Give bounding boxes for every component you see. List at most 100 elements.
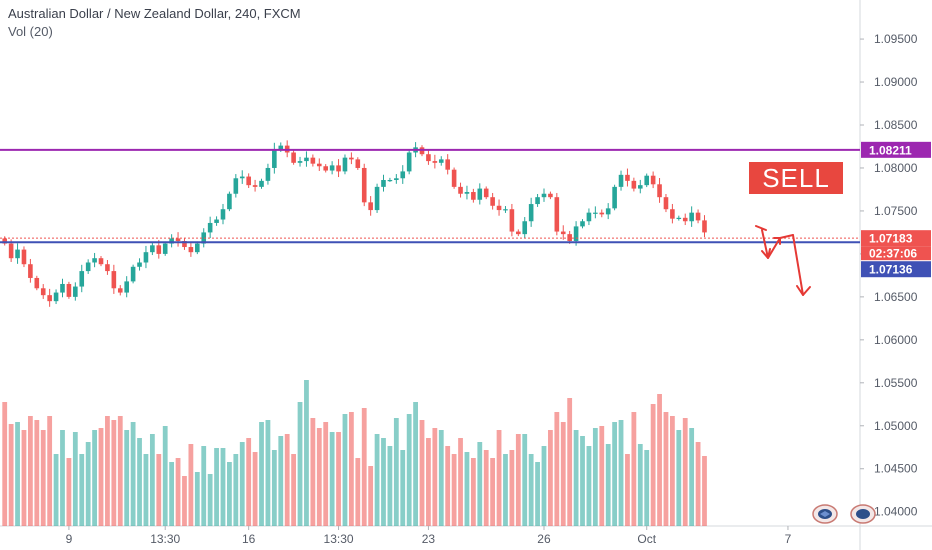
projection-arrows (755, 225, 811, 296)
symbol-title: Australian Dollar / New Zealand Dollar, … (8, 6, 301, 21)
candle-body (143, 252, 149, 263)
candle-body (368, 202, 373, 211)
candle-body (117, 288, 123, 293)
volume-bar (85, 442, 91, 526)
volume-bar (445, 446, 451, 526)
candle-body (432, 161, 438, 163)
volume-bar (15, 422, 20, 526)
scroll-forward-icon[interactable] (850, 504, 876, 524)
candle-body (130, 266, 136, 282)
candle-body (400, 171, 406, 179)
volume-bar (304, 380, 309, 526)
candle-body (471, 192, 476, 200)
volume-bar (637, 444, 643, 526)
candle-body (387, 179, 393, 182)
candle-body (381, 179, 386, 187)
candle-body (637, 185, 643, 189)
sell-annotation: SELL (749, 162, 843, 194)
candle-body (490, 197, 495, 206)
y-tick-label: 1.07500 (874, 204, 918, 218)
candle-series (2, 140, 707, 307)
candle-body (644, 175, 650, 186)
volume-bar (271, 450, 277, 526)
volume-bar (162, 426, 168, 526)
volume-bar (458, 438, 463, 526)
volume-bar (682, 418, 688, 526)
volume-bar (40, 430, 46, 526)
volume-bar (663, 412, 669, 526)
volume-bar (406, 414, 412, 526)
volume-bar (413, 402, 418, 526)
volume-bar (149, 434, 155, 526)
volume-bar (194, 472, 200, 526)
candle-body (676, 217, 682, 220)
candle-body (516, 231, 521, 235)
candle-body (265, 167, 271, 181)
volume-bar (323, 422, 329, 526)
bar-countdown-label: 02:37:06 (869, 247, 917, 261)
candle-body (682, 217, 688, 222)
y-tick-label: 1.05000 (874, 419, 918, 433)
candle-body (689, 212, 694, 222)
candle-body (252, 185, 258, 187)
volume-bar (175, 458, 181, 526)
candle-body (458, 186, 463, 194)
candle-body (426, 154, 431, 162)
volume-bar (535, 462, 540, 526)
candle-body (612, 186, 617, 209)
volume-bar (201, 446, 207, 526)
volume-bar (400, 450, 406, 526)
candle-body (586, 212, 592, 222)
volume-bar (618, 420, 624, 526)
volume-bar (548, 430, 553, 526)
support-price-label-bg (861, 261, 931, 278)
y-tick-label: 1.09000 (874, 75, 918, 89)
volume-bar (522, 434, 528, 526)
volume-bar (188, 444, 194, 526)
candle-body (137, 262, 142, 267)
candle-body (53, 292, 59, 302)
volume-bar (53, 454, 59, 526)
candle-body (329, 165, 335, 171)
candle-body (483, 188, 489, 198)
volume-bar (695, 442, 701, 526)
volume-bar (143, 454, 149, 526)
volume-bar (541, 446, 547, 526)
volume-bar (464, 452, 470, 526)
x-tick-label: Oct (637, 532, 656, 546)
candle-body (310, 157, 316, 164)
candle-body (477, 188, 483, 200)
candle-body (509, 209, 515, 232)
volume-bar (98, 428, 104, 526)
volume-bar (265, 420, 271, 526)
bar-countdown-label-bg (861, 246, 931, 261)
resistance-price-label-bg (861, 141, 931, 158)
volume-bar (374, 434, 380, 526)
volume-bar (669, 416, 675, 526)
volume-bar (387, 446, 393, 526)
candle-body (220, 209, 226, 220)
candle-body (8, 243, 14, 259)
candle-body (111, 271, 117, 289)
candle-body (278, 145, 284, 150)
candle-body (323, 166, 329, 171)
candle-body (503, 209, 508, 211)
candle-body (560, 231, 566, 235)
candle-body (162, 243, 168, 254)
last-price-label-bg (861, 230, 931, 247)
volume-bar (580, 436, 585, 526)
y-tick-label: 1.04000 (874, 505, 918, 519)
candle-body (336, 165, 341, 172)
candle-body (599, 212, 605, 215)
y-tick-label: 1.08500 (874, 118, 918, 132)
candle-body (650, 175, 656, 185)
volume-bar (310, 418, 316, 526)
volume-bar (156, 454, 162, 526)
scroll-to-realtime-icon[interactable] (812, 504, 838, 524)
candle-body (259, 180, 264, 187)
candle-body (567, 234, 572, 242)
volume-bar (124, 430, 130, 526)
volume-bar (483, 450, 489, 526)
volume-bar (252, 452, 258, 526)
